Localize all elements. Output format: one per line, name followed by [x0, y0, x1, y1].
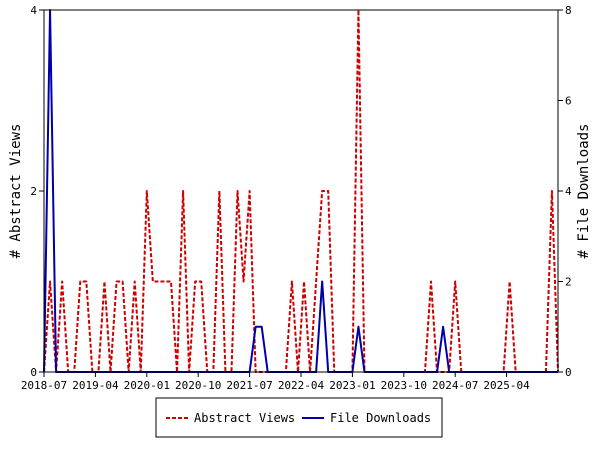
y-left-tick-label: 0 [30, 366, 37, 379]
x-tick-label: 2024-07 [432, 379, 478, 392]
x-tick-label: 2020-10 [175, 379, 221, 392]
y-right-tick-label: 6 [565, 95, 572, 108]
x-tick-label: 2023-01 [329, 379, 375, 392]
y-right-tick-label: 8 [565, 4, 572, 17]
y-right-tick-label: 4 [565, 185, 572, 198]
legend-label-abstract-views: Abstract Views [194, 411, 295, 425]
legend: Abstract Views File Downloads [155, 397, 443, 438]
x-tick-label: 2021-07 [226, 379, 272, 392]
y-left-tick-label: 2 [30, 185, 37, 198]
y-right-tick-label: 2 [565, 276, 572, 289]
x-tick-label: 2023-10 [381, 379, 427, 392]
y-axis-right-title: # File Downloads [576, 124, 592, 259]
y-axis-left-title: # Abstract Views [8, 124, 24, 259]
legend-label-file-downloads: File Downloads [330, 411, 431, 425]
x-tick-label: 2025-04 [483, 379, 530, 392]
x-tick-label: 2022-04 [278, 379, 325, 392]
y-right-tick-label: 0 [565, 366, 572, 379]
axes: 2018-07 2019-04 2020-01 2020-10 2021-07 2022-… [21, 4, 572, 392]
x-tick-label: 2020-01 [124, 379, 170, 392]
y-left-tick-label: 4 [30, 4, 37, 17]
legend-box [155, 397, 443, 438]
x-tick-label: 2018-07 [21, 379, 67, 392]
x-tick-label: 2019-04 [72, 379, 119, 392]
